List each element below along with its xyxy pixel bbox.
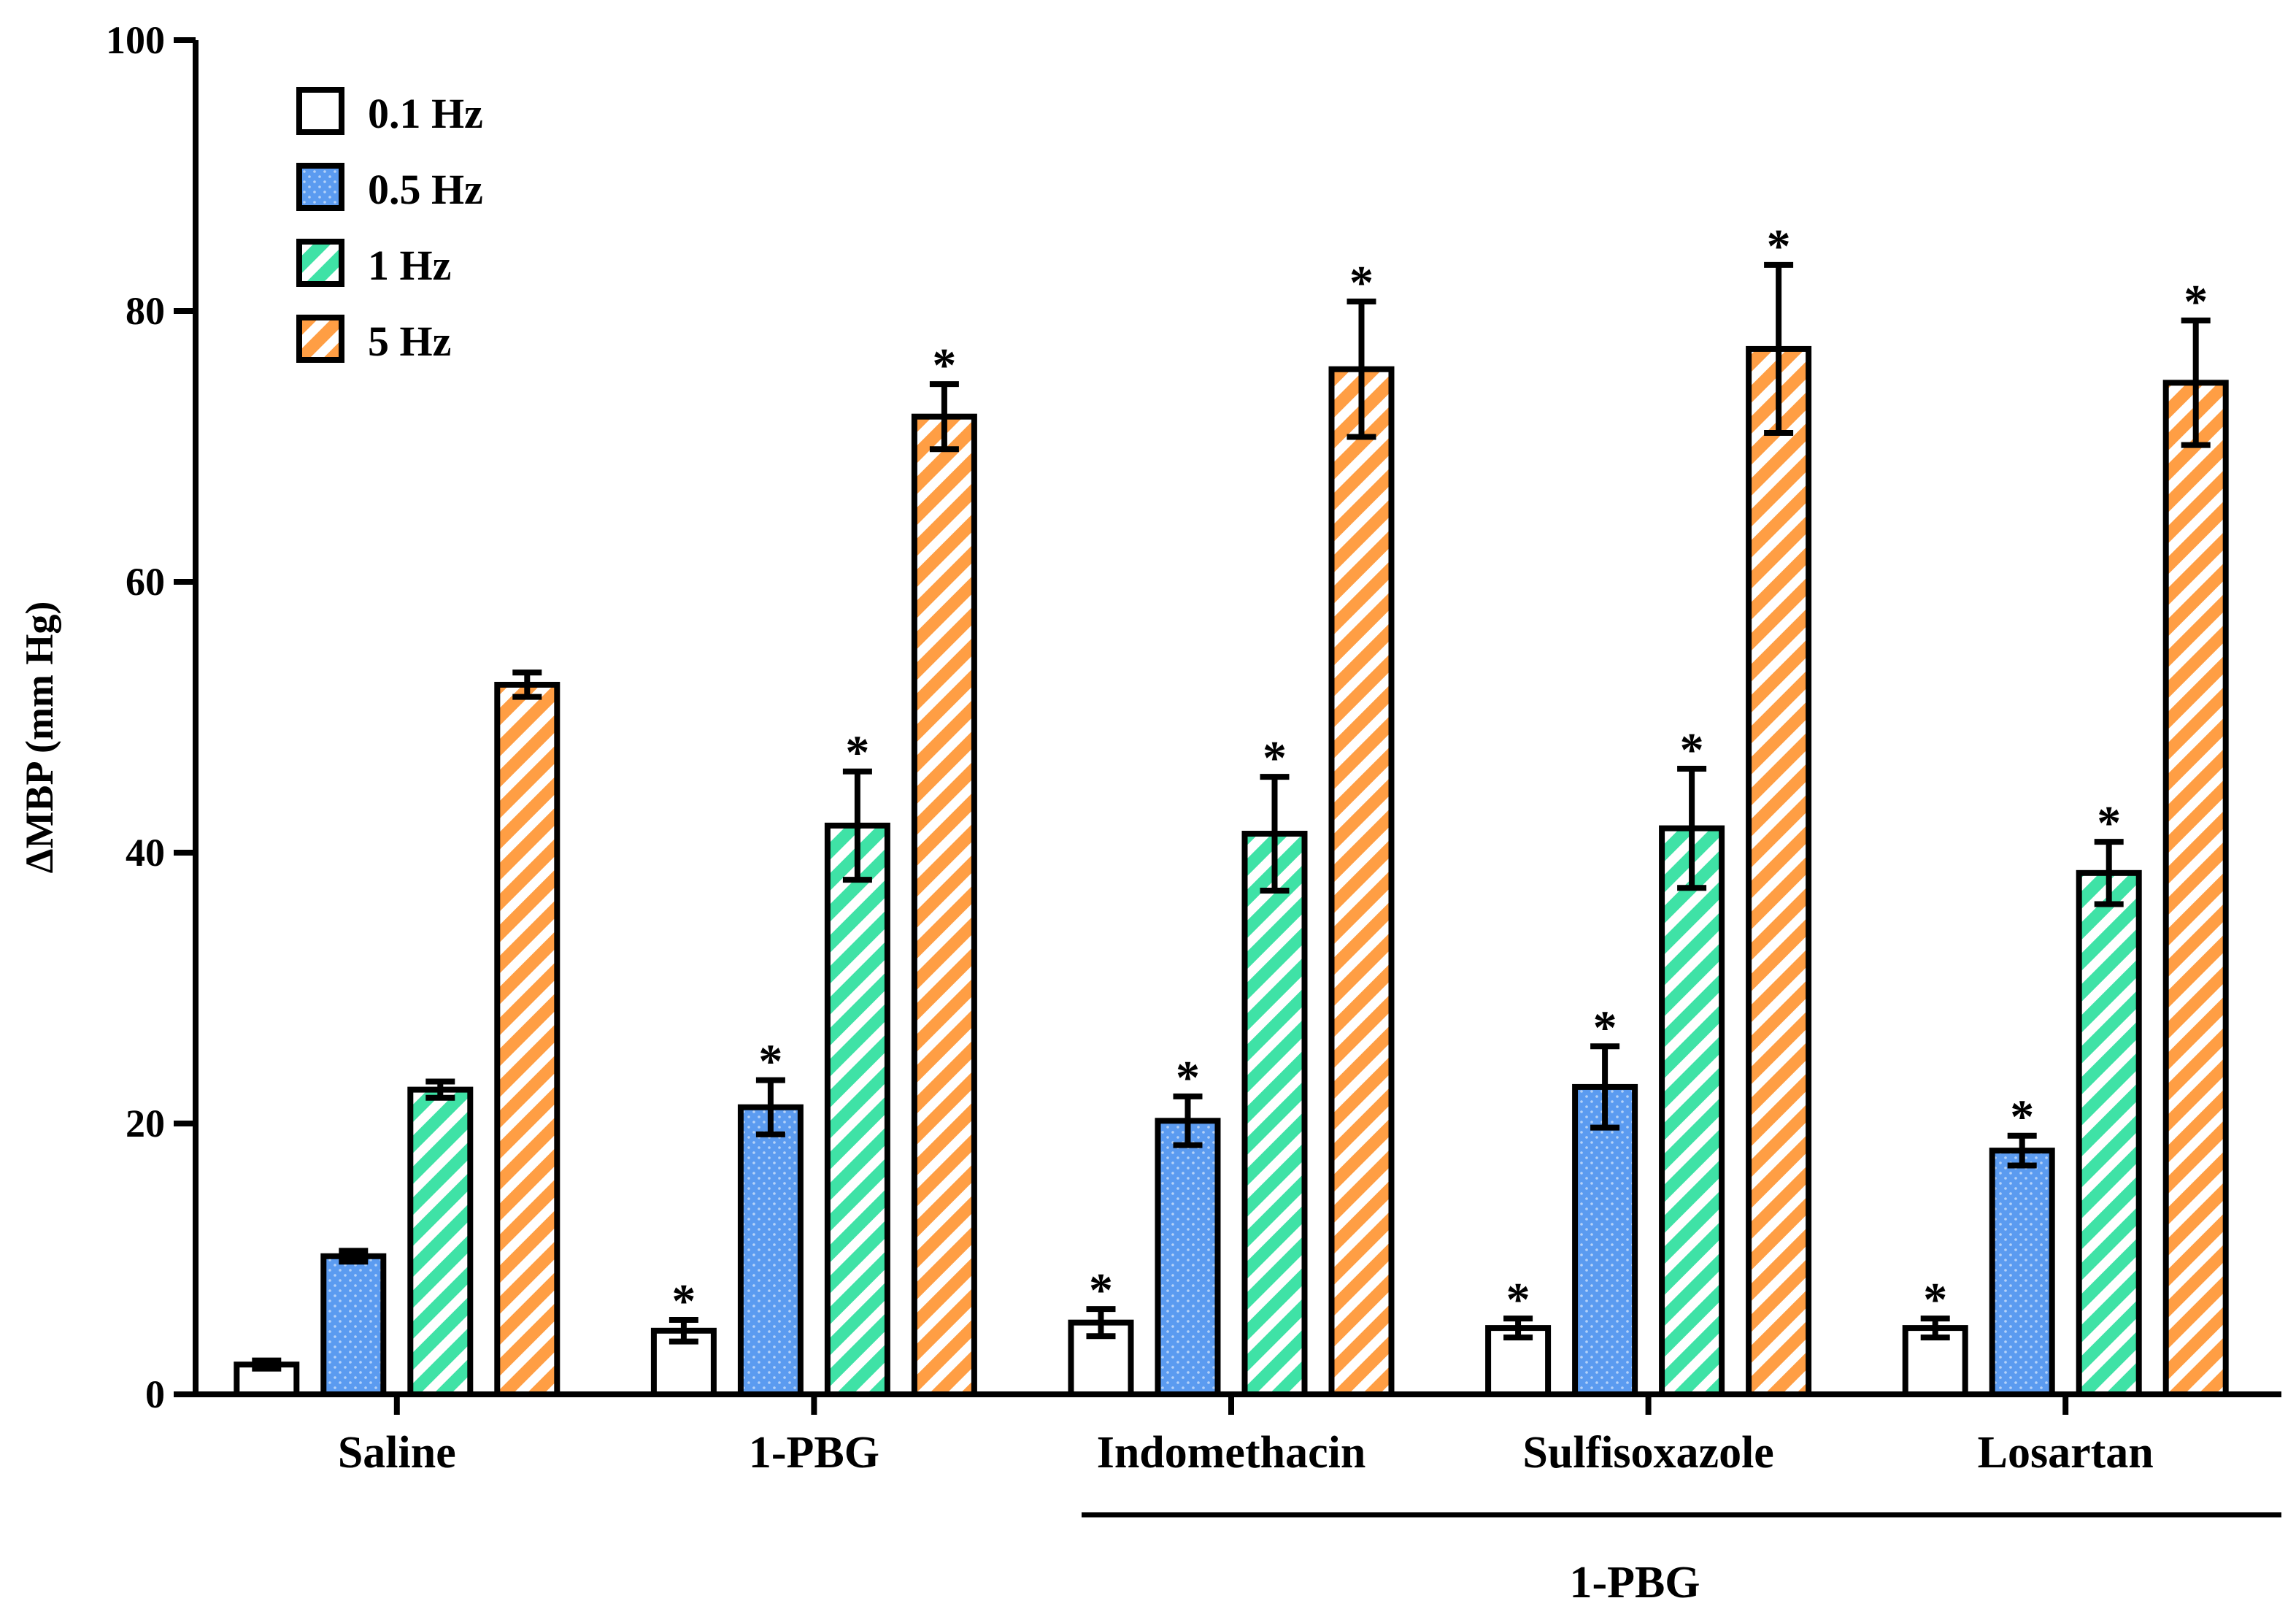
- x-tick-label: Sulfisoxazole: [1522, 1428, 1773, 1478]
- y-axis-title: ΔMBP (mm Hg): [18, 602, 61, 874]
- x-tick-label: 1-PBG: [749, 1428, 879, 1478]
- y-tick-label: 0: [145, 1372, 165, 1416]
- legend-label: 1 Hz: [368, 242, 451, 289]
- significance-star: *: [1506, 1273, 1530, 1326]
- significance-star: *: [932, 339, 956, 392]
- legend-label: 5 Hz: [368, 318, 451, 365]
- bar: [1989, 1148, 2055, 1397]
- error-bar-layer: [252, 261, 2211, 1372]
- bar: [320, 1253, 387, 1398]
- legend-swatch: [296, 239, 344, 287]
- significance-star: *: [1767, 220, 1791, 273]
- significance-layer: * * * * * * * * * * * * * * * *: [671, 220, 2208, 1328]
- y-tick-label: 20: [126, 1102, 165, 1145]
- bar: [494, 681, 560, 1397]
- significance-star: *: [1349, 256, 1374, 310]
- bar: [1241, 831, 1308, 1397]
- y-tick-label: 60: [126, 560, 165, 604]
- x-tick-label: Losartan: [1978, 1428, 2154, 1478]
- bar-layer: [234, 345, 2229, 1398]
- bar: [1572, 1083, 1638, 1398]
- significance-star: *: [1089, 1264, 1113, 1317]
- significance-star: *: [671, 1275, 696, 1328]
- group-label: 1-PBG: [1569, 1558, 1700, 1608]
- bar: [1659, 825, 1725, 1397]
- legend-label: 0.5 Hz: [368, 166, 483, 213]
- significance-star: *: [845, 726, 869, 780]
- bar: [911, 413, 977, 1398]
- bar: [2162, 380, 2229, 1398]
- significance-star: *: [758, 1035, 782, 1088]
- significance-star: *: [1263, 731, 1287, 785]
- significance-star: *: [1923, 1273, 1947, 1326]
- significance-star: *: [2184, 275, 2208, 329]
- legend-label: 0.1 Hz: [368, 90, 483, 137]
- legend: 0.1 Hz 0.5 Hz 1 Hz 5 Hz: [296, 87, 483, 365]
- significance-star: *: [1176, 1051, 1200, 1105]
- bar: [824, 822, 890, 1397]
- bar: [1746, 345, 1812, 1398]
- bar: [1328, 366, 1395, 1397]
- legend-swatch: [296, 87, 344, 135]
- significance-star: *: [2010, 1091, 2034, 1144]
- x-tick-label: Indomethacin: [1097, 1428, 1366, 1478]
- significance-star: *: [1593, 1001, 1617, 1054]
- y-tick-label: 40: [126, 831, 165, 875]
- y-tick-label: 80: [126, 289, 165, 333]
- y-axis: 0 20 40 60 80 100: [106, 18, 199, 1416]
- x-axis: Saline 1-PBG Indomethacin Sulfisoxazole Losa…: [193, 1391, 2281, 1478]
- significance-star: *: [2097, 796, 2121, 850]
- bar: [737, 1104, 804, 1397]
- y-tick-label: 100: [106, 18, 165, 62]
- legend-swatch: [296, 163, 344, 211]
- bar: [1155, 1118, 1221, 1398]
- x-tick-label: Saline: [338, 1428, 456, 1478]
- bar: [2076, 869, 2142, 1397]
- bar: [407, 1086, 474, 1397]
- legend-swatch: [296, 315, 344, 363]
- significance-star: *: [1680, 723, 1704, 777]
